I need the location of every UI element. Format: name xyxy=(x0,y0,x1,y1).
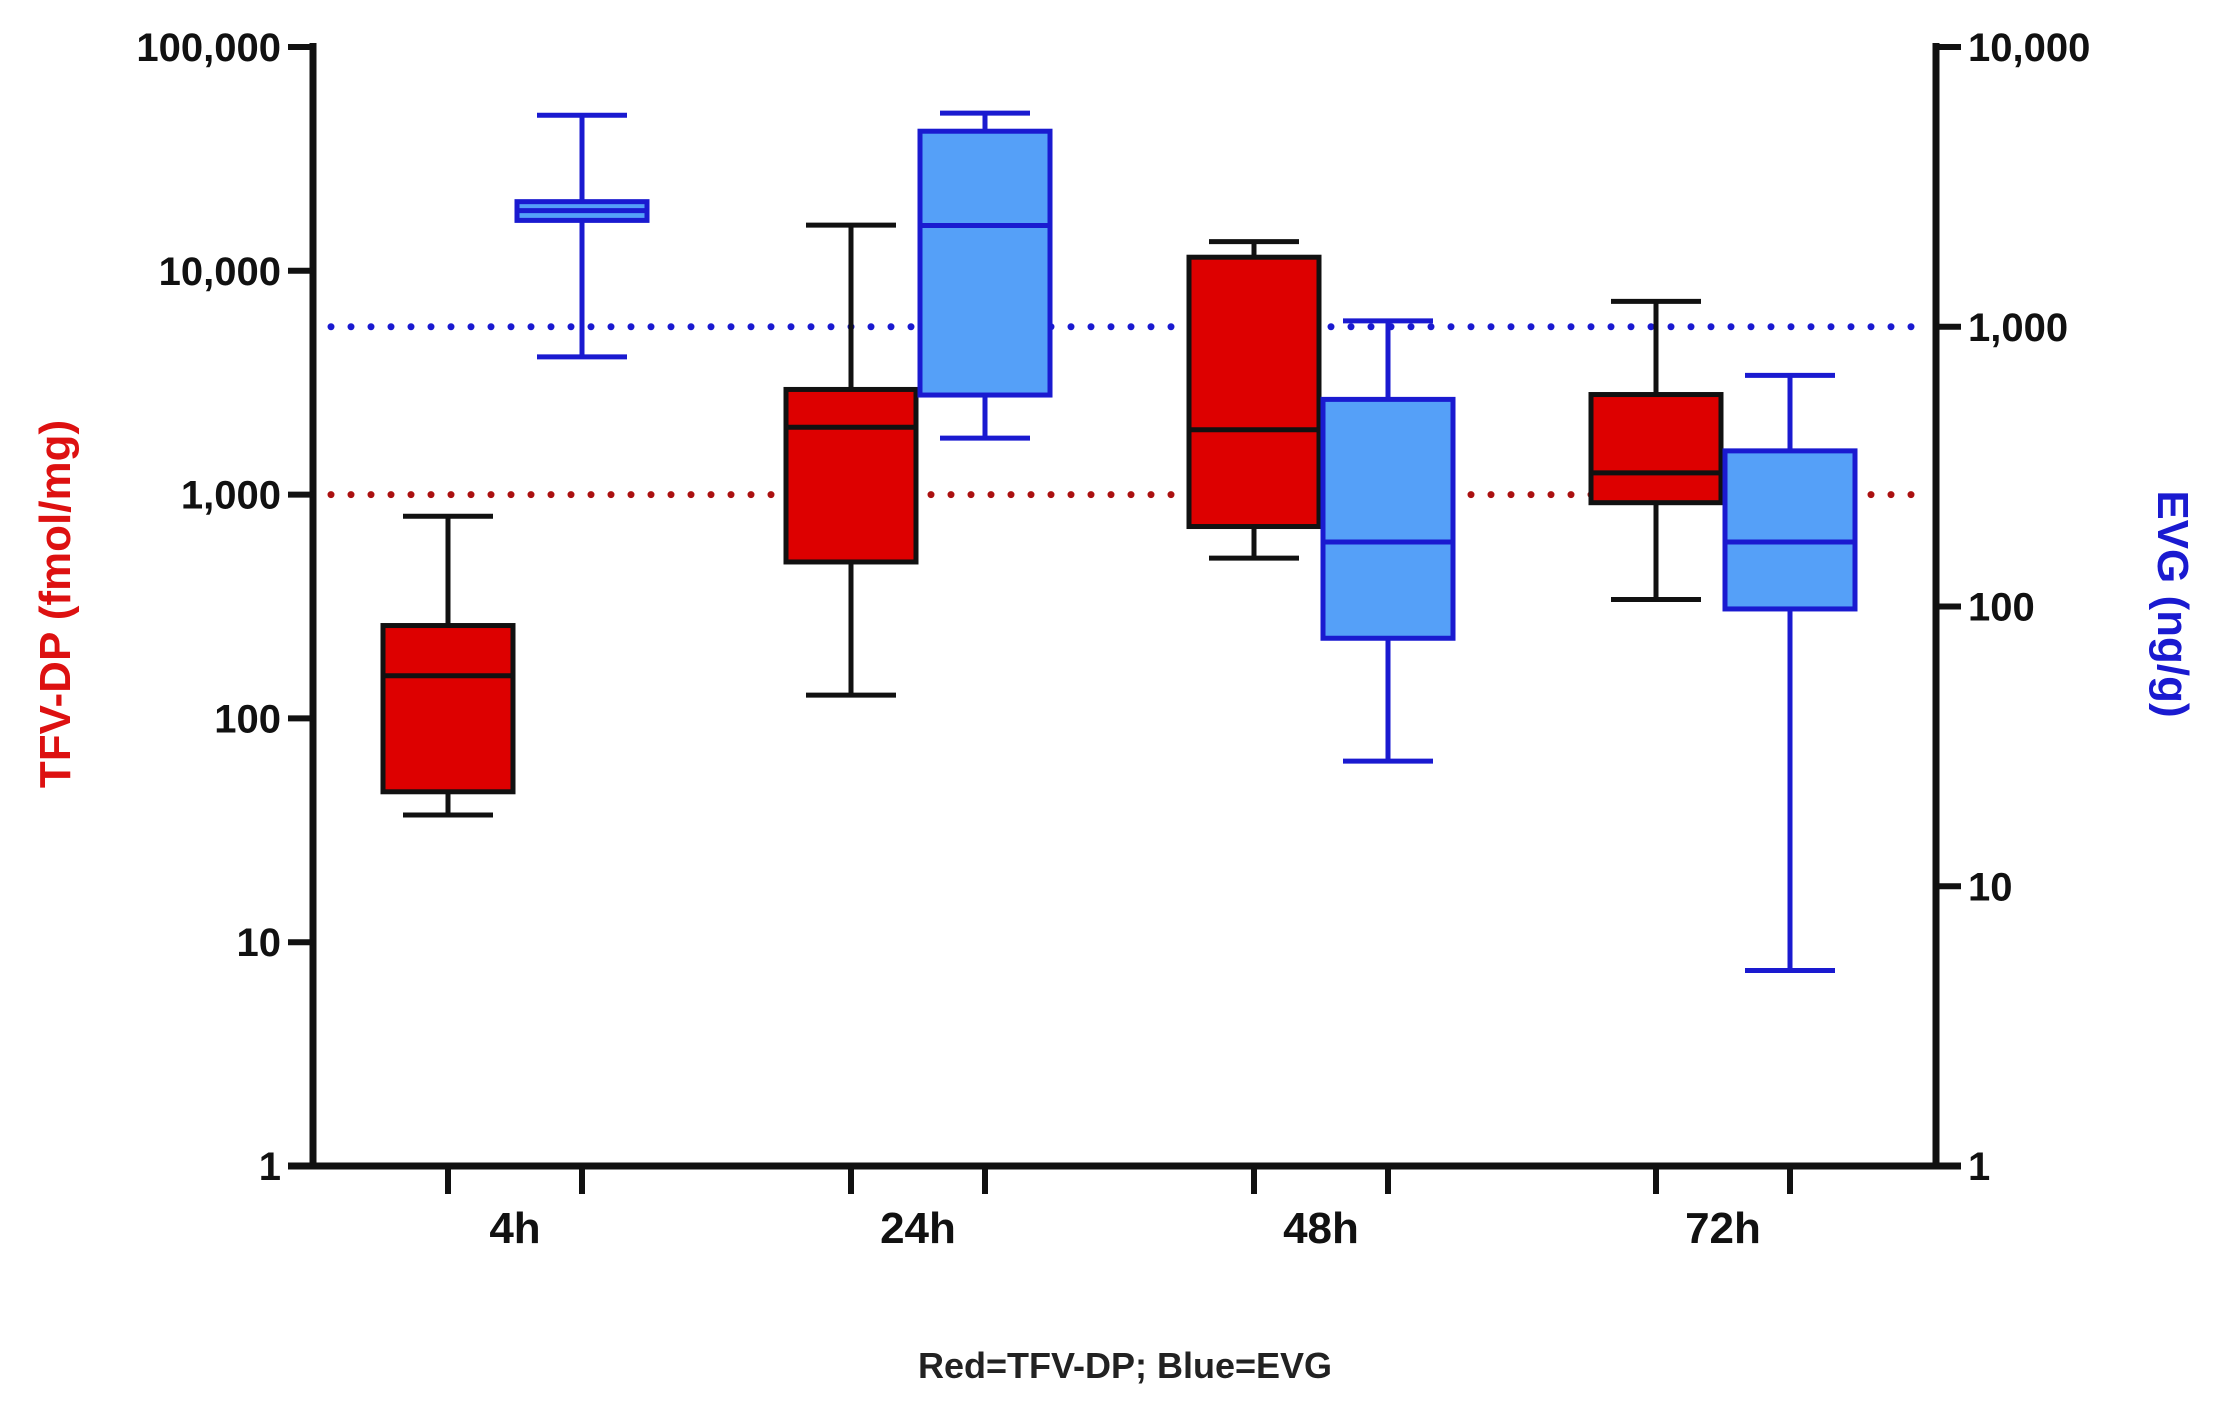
right-tick-label-10: 10 xyxy=(1968,865,2013,909)
box-evg-48h xyxy=(1320,318,1456,764)
box-evg-4h xyxy=(514,112,650,360)
iqr-box-tfv-dp-24h xyxy=(783,386,919,565)
category-label-48h: 48h xyxy=(1283,1204,1359,1253)
right-tick-label-1000: 1,000 xyxy=(1968,306,2068,350)
category-label-24h: 24h xyxy=(880,1204,956,1253)
left-tick-label-10: 10 xyxy=(237,921,282,965)
box-tfv-dp-24h xyxy=(783,222,919,698)
box-evg-72h xyxy=(1722,372,1858,973)
category-label-72h: 72h xyxy=(1685,1204,1761,1253)
left-tick-label-1000: 1,000 xyxy=(181,474,281,518)
box-plot-series xyxy=(380,110,1858,973)
left-tick-label-100000: 100,000 xyxy=(136,26,281,70)
box-tfv-dp-72h xyxy=(1588,298,1724,602)
legend-note: Red=TFV-DP; Blue=EVG xyxy=(918,1345,1332,1386)
reference-lines xyxy=(327,323,1934,499)
left-axis-title: TFV-DP (fmol/mg) xyxy=(31,420,80,788)
box-tfv-dp-4h xyxy=(380,513,516,818)
left-tick-label-100: 100 xyxy=(214,697,281,741)
right-tick-label-10000: 10,000 xyxy=(1968,26,2090,70)
iqr-box-tfv-dp-4h xyxy=(380,623,516,795)
right-tick-label-100: 100 xyxy=(1968,586,2035,630)
iqr-box-tfv-dp-48h xyxy=(1186,254,1322,530)
axes: 1 10 100 1,000 10,000 100,000 1 10 100 1,000 10,00… xyxy=(136,26,2090,1253)
iqr-box-evg-24h xyxy=(917,128,1053,398)
right-axis-title: EVG (ng/g) xyxy=(2148,490,2197,717)
left-tick-label-1: 1 xyxy=(259,1145,281,1189)
iqr-box-evg-72h xyxy=(1722,448,1858,612)
left-tick-label-10000: 10,000 xyxy=(159,250,281,294)
right-tick-label-1: 1 xyxy=(1968,1145,1990,1189)
box-tfv-dp-48h xyxy=(1186,239,1322,561)
box-evg-24h xyxy=(917,110,1053,441)
iqr-box-tfv-dp-72h xyxy=(1588,392,1724,506)
category-label-4h: 4h xyxy=(489,1204,540,1253)
iqr-box-evg-48h xyxy=(1320,396,1456,641)
